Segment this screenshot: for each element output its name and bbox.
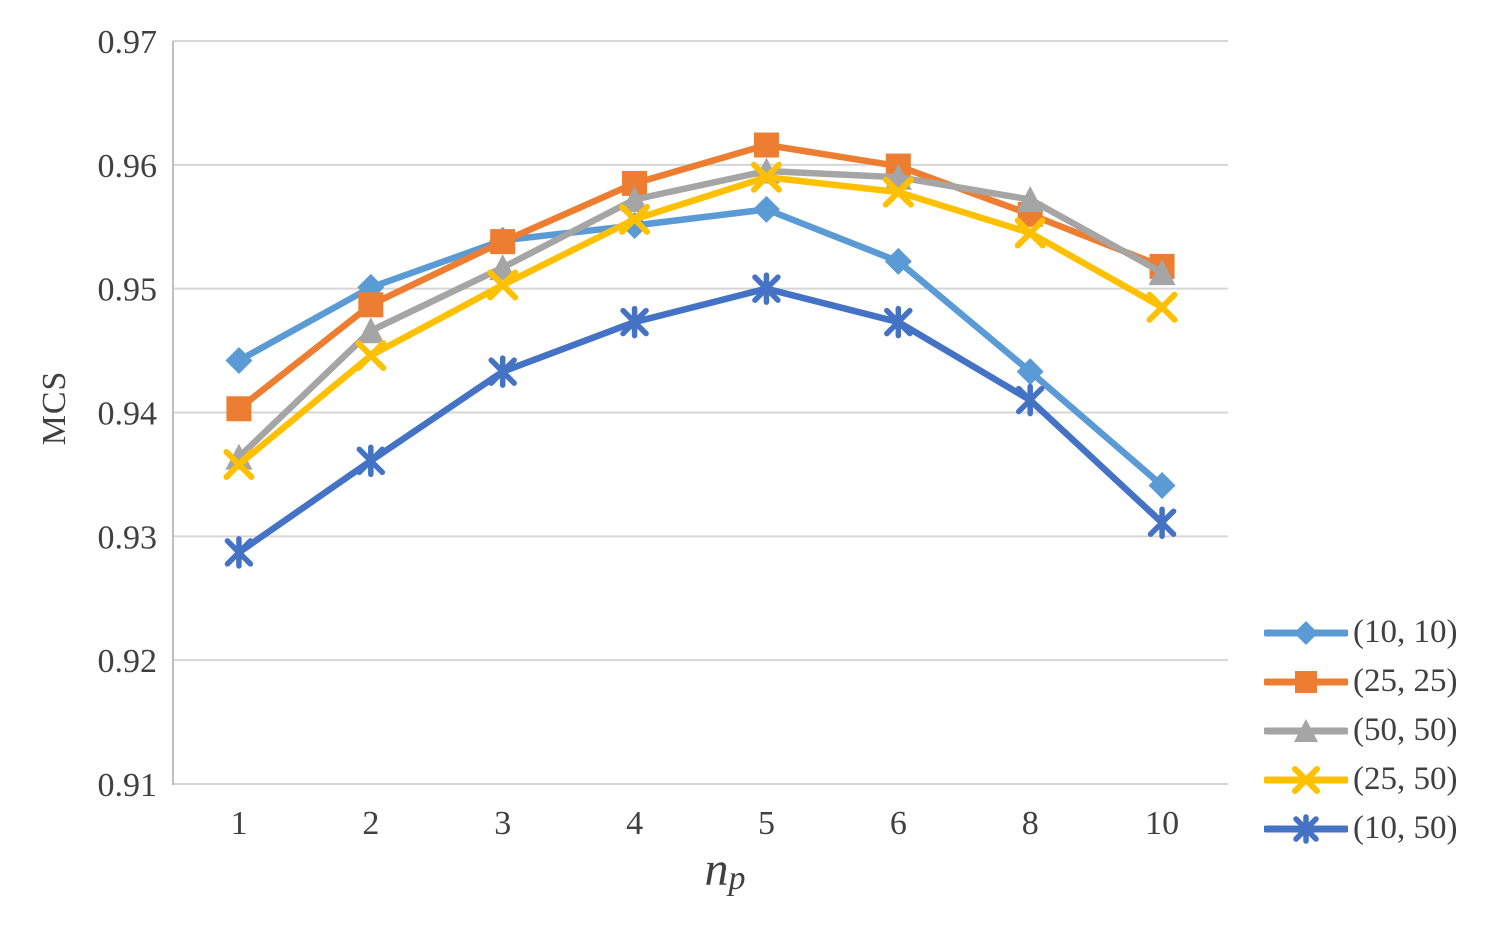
y-axis-title: MCS (36, 370, 73, 446)
series-marker-star (1147, 506, 1177, 539)
legend-item: (10, 50) (1264, 804, 1457, 853)
x-tick-label: 2 (362, 805, 379, 842)
series-marker-star (356, 444, 386, 478)
series-marker-triangle (621, 186, 649, 213)
legend-marker-triangle-icon (1264, 718, 1348, 742)
series-marker-diamond (1016, 358, 1044, 386)
series-marker-x (1146, 291, 1178, 323)
series-marker-star (488, 355, 517, 388)
series-marker-diamond (1294, 620, 1318, 645)
x-tick-label: 10 (1145, 805, 1179, 842)
series-marker-x (1292, 765, 1320, 794)
legend-marker-diamond-icon (1264, 620, 1348, 645)
series-line (235, 285, 1166, 556)
x-tick-label: 5 (758, 805, 775, 842)
x-axis-title-subscript: p (728, 860, 746, 898)
x-axis-title-symbol: n (704, 843, 729, 896)
legend-item: (25, 25) (1264, 657, 1457, 706)
series-marker-x (1014, 217, 1046, 249)
legend-item: (50, 50) (1264, 706, 1457, 755)
series-marker-diamond (884, 247, 912, 275)
legend: (10, 10) (25, 25) (50, 50) (25, 50) (10, 50) (1264, 608, 1457, 853)
series-line (235, 141, 1166, 413)
series-marker-diamond (752, 195, 780, 223)
x-tick-label: 8 (1022, 805, 1039, 842)
series-marker-star (224, 536, 254, 569)
series-line (235, 206, 1166, 489)
series-marker-triangle (1294, 718, 1318, 742)
x-axis-title: np (655, 846, 795, 896)
x-tick-label: 6 (890, 805, 907, 842)
legend-label: (10, 50) (1353, 810, 1458, 846)
series-marker-x (355, 340, 387, 372)
series-marker-x (487, 269, 519, 301)
y-tick-label: 0.96 (98, 148, 158, 185)
legend-item: (10, 10) (1264, 608, 1457, 657)
legend-label: (25, 25) (1353, 663, 1458, 699)
series-marker-square (226, 396, 252, 422)
series-marker-triangle (489, 254, 517, 281)
y-tick-label: 0.93 (98, 519, 158, 556)
x-tick-label: 4 (626, 805, 643, 842)
y-tick-label: 0.97 (98, 24, 158, 61)
series-marker-x (882, 176, 914, 208)
y-tick-label: 0.94 (98, 396, 158, 433)
legend-item: (25, 50) (1264, 755, 1457, 804)
series-marker-triangle (1016, 186, 1044, 213)
series-marker-star (752, 272, 781, 305)
x-tick-label: 1 (230, 805, 247, 842)
series-line (235, 173, 1166, 468)
legend-label: (25, 50) (1353, 761, 1458, 797)
legend-label: (10, 10) (1353, 614, 1458, 650)
series-marker-x (750, 161, 782, 193)
series-marker-star (620, 305, 649, 339)
legend-marker-x-icon (1264, 765, 1348, 794)
series-marker-triangle (1148, 259, 1176, 286)
y-tick-label: 0.95 (98, 272, 158, 309)
series-marker-square (358, 292, 384, 318)
series-marker-triangle (357, 317, 385, 344)
series-line (235, 167, 1166, 461)
series-marker-square (490, 229, 516, 255)
series-marker-x (619, 203, 651, 235)
legend-marker-star-icon (1264, 813, 1348, 844)
series-marker-diamond (225, 346, 253, 374)
series-marker-square (753, 132, 779, 158)
x-tick-label: 3 (494, 805, 511, 842)
series-marker-star (884, 305, 913, 339)
y-tick-label: 0.91 (98, 767, 158, 804)
series-marker-square (1295, 670, 1317, 693)
series-marker-star (1293, 813, 1319, 844)
series-marker-diamond (1148, 472, 1176, 500)
series-marker-star (1015, 383, 1045, 417)
legend-label: (50, 50) (1353, 712, 1458, 748)
legend-marker-square-icon (1264, 670, 1348, 693)
series-marker-x (223, 449, 255, 481)
y-tick-label: 0.92 (98, 643, 158, 680)
